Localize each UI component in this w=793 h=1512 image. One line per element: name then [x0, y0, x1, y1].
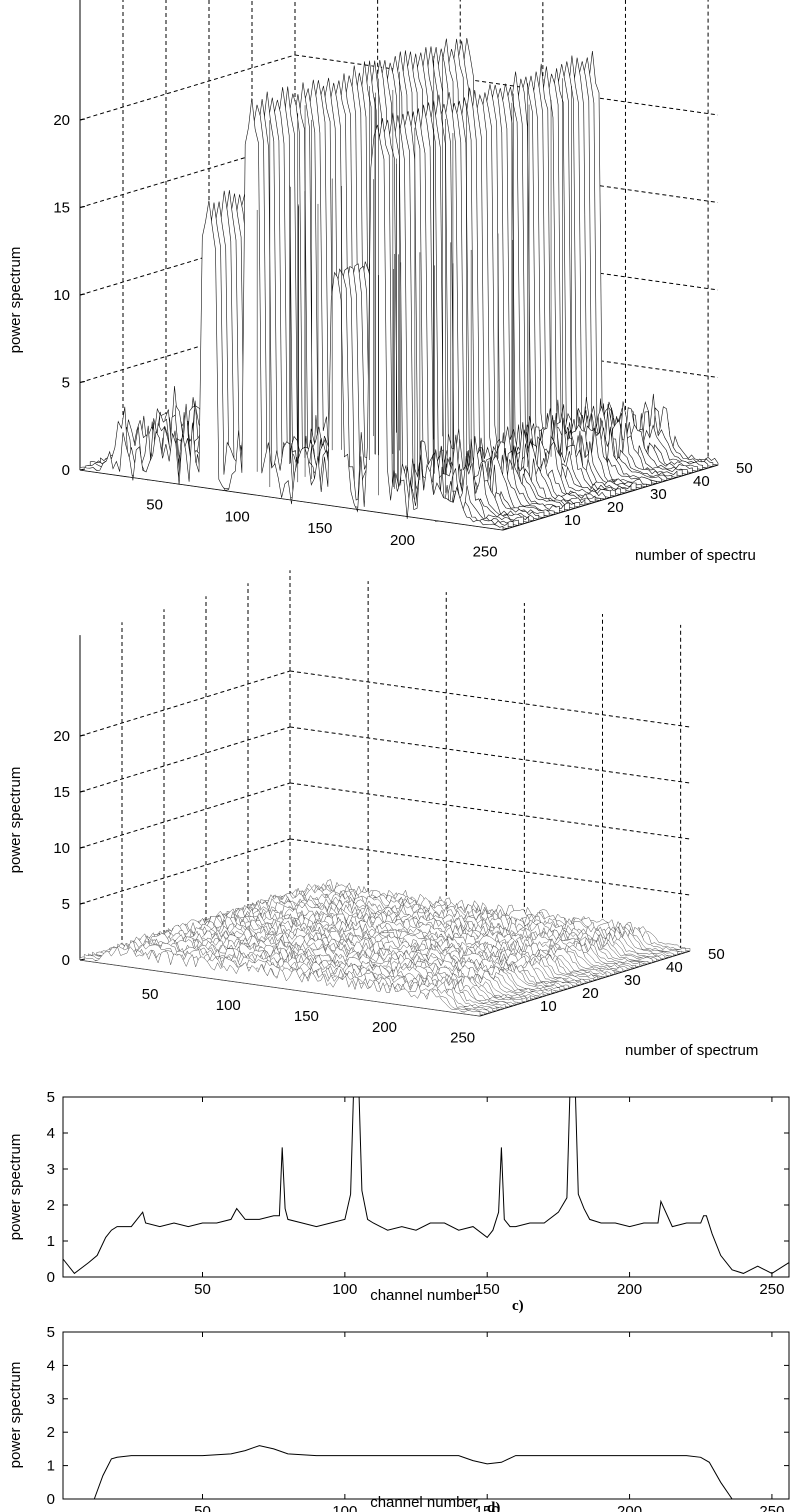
z-tick-label: 0 — [62, 462, 70, 479]
y-tick-label: 3 — [47, 1161, 55, 1178]
series-line — [62, 1096, 790, 1275]
x-tick-label: 250 — [473, 544, 498, 561]
z-tick-label: 5 — [62, 375, 70, 392]
back-grid-z-left — [79, 142, 296, 208]
plot-c-xlabel: channel number — [370, 1287, 478, 1304]
x-tick-label: 100 — [332, 1281, 357, 1298]
z-axis-label: power spectrum — [7, 767, 24, 874]
back-grid-z-right — [289, 782, 691, 840]
z-tick — [79, 790, 86, 793]
y-tick-label: 50 — [736, 460, 753, 477]
y-tick-label: 30 — [650, 486, 667, 503]
plot-d-xlabel: channel number — [370, 1494, 478, 1511]
z-tick — [79, 381, 86, 383]
y-tick-label: 0 — [47, 1491, 55, 1508]
y-axis-label: number of spectru — [635, 547, 756, 564]
y-tick-label: 20 — [607, 499, 624, 516]
z-tick — [79, 846, 86, 849]
y-tick-label: 4 — [47, 1357, 55, 1374]
x-tick-label: 100 — [332, 1503, 357, 1512]
y-tick-label: 0 — [47, 1269, 55, 1286]
y-tick-label: 2 — [47, 1197, 55, 1214]
y-tick-label: 40 — [693, 473, 710, 490]
y-tick-label: 1 — [47, 1458, 55, 1475]
surface-plot-b: 0 5 10 15 20 50 100 150 200 250 10 20 30 40 50 power sp… — [7, 570, 758, 1059]
y-tick-label: 10 — [564, 512, 581, 529]
z-tick-label: 15 — [53, 200, 70, 217]
y-tick-label: 3 — [47, 1391, 55, 1408]
surface-trace — [79, 946, 481, 1017]
z-tick-label: 5 — [62, 896, 70, 913]
z-tick — [79, 734, 86, 737]
x-tick-label: 150 — [475, 1281, 500, 1298]
line-plot-c: power spectrum channel number c) 0 1 2 3 4 5 5… — [7, 1089, 790, 1314]
plot-d-panel-label: d) — [487, 1500, 500, 1512]
x-tick-label: 200 — [372, 1019, 397, 1036]
x-tick-label: 50 — [194, 1503, 211, 1512]
back-grid-z-left — [79, 54, 296, 121]
y-tick-label: 5 — [47, 1089, 55, 1106]
y-tick-label: 30 — [624, 972, 641, 989]
x-tick-label: 50 — [146, 497, 163, 514]
y-tick-label: 1 — [47, 1233, 55, 1250]
y-tick-label: 10 — [540, 998, 557, 1015]
plot-c-panel-label: c) — [512, 1298, 524, 1314]
z-tick-label: 20 — [53, 112, 70, 129]
y-axis-label: number of spectrum — [625, 1042, 758, 1059]
y-tick-label: 2 — [47, 1424, 55, 1441]
x-tick-label: 100 — [216, 997, 241, 1014]
back-grid-z-right — [289, 838, 691, 896]
back-grid-z-left — [79, 670, 291, 737]
z-tick — [79, 958, 86, 961]
z-tick — [79, 293, 86, 296]
x-tick-label: 50 — [142, 986, 159, 1003]
surface-trace — [79, 98, 504, 531]
back-grid-z-left — [79, 838, 291, 905]
x-tick-label: 250 — [759, 1281, 784, 1298]
y-tick-label: 40 — [666, 959, 683, 976]
plot-d-frame — [62, 1331, 790, 1500]
z-tick-label: 0 — [62, 952, 70, 969]
z-tick-label: 10 — [53, 287, 70, 304]
x-tick-label: 150 — [475, 1503, 500, 1512]
x-tick-label: 250 — [450, 1030, 475, 1047]
z-tick — [79, 118, 86, 121]
x-tick-label: 150 — [307, 520, 332, 537]
x-tick-label: 200 — [617, 1281, 642, 1298]
z-tick-label: 10 — [53, 840, 70, 857]
plot-c-ylabel: power spectrum — [7, 1134, 24, 1241]
z-tick-label: 15 — [53, 784, 70, 801]
surface-plot-a: 0 5 10 15 20 50 100 150 200 250 10 20 30 40 50 power sp… — [7, 0, 756, 564]
series-line — [93, 1445, 733, 1500]
back-grid-z-left — [79, 726, 291, 793]
z-tick — [79, 468, 86, 471]
back-grid-z-left — [79, 229, 296, 296]
x-tick-label: 200 — [617, 1503, 642, 1512]
x-tick-label: 100 — [225, 508, 250, 525]
x-tick-label: 200 — [390, 532, 415, 549]
y-tick-label: 50 — [708, 946, 725, 963]
line-plot-d: power spectrum channel number d) 0 1 2 3 4 5 5… — [7, 1324, 790, 1512]
back-grid-z-right — [289, 670, 691, 728]
z-tick — [79, 206, 86, 208]
y-tick-label: 5 — [47, 1324, 55, 1341]
back-grid-z-right — [289, 726, 691, 784]
z-tick — [79, 902, 86, 905]
back-grid-z-left — [79, 317, 296, 383]
y-tick-label: 20 — [582, 985, 599, 1002]
x-tick-label: 150 — [294, 1008, 319, 1025]
z-axis-label: power spectrum — [7, 247, 24, 354]
z-tick-label: 20 — [53, 728, 70, 745]
back-grid-z-left — [79, 782, 291, 849]
plot-d-ylabel: power spectrum — [7, 1362, 24, 1469]
x-tick-label: 50 — [194, 1281, 211, 1298]
plot-c-frame — [62, 1096, 790, 1278]
y-tick-label: 4 — [47, 1125, 55, 1142]
back-grid-z-right — [294, 54, 719, 116]
x-tick-label: 250 — [759, 1503, 784, 1512]
